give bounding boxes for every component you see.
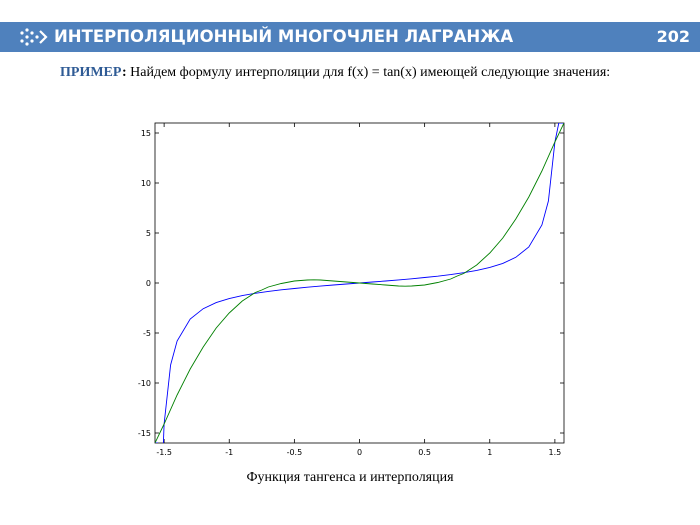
y-tick-label: 0 xyxy=(146,279,151,288)
y-tick-label: 10 xyxy=(141,179,151,188)
x-tick-label: -0.5 xyxy=(287,448,303,457)
x-tick-label: -1.5 xyxy=(156,448,172,457)
y-tick-label: -10 xyxy=(138,379,151,388)
chevron-dots-icon xyxy=(20,28,48,46)
y-tick-label: -5 xyxy=(143,329,151,338)
example-label: ПРИМЕР xyxy=(60,65,122,80)
x-tick-label: 0.5 xyxy=(418,448,431,457)
x-tick-label: 1 xyxy=(487,448,492,457)
x-tick-label: 0 xyxy=(357,448,362,457)
y-tick-label: -15 xyxy=(138,429,151,438)
series-line-2 xyxy=(155,123,564,443)
y-tick-label: 5 xyxy=(146,229,151,238)
example-paragraph: ПРИМЕР: Найдем формулу интерполяции для … xyxy=(60,63,648,82)
figure-caption: Функция тангенса и интерполяция xyxy=(246,470,454,485)
x-tick-label: -1 xyxy=(225,448,233,457)
title-bar: ИНТЕРПОЛЯЦИОННЫЙ МНОГОЧЛЕН ЛАГРАНЖА 202 xyxy=(0,22,700,52)
example-colon: : xyxy=(121,65,127,80)
slide-title: ИНТЕРПОЛЯЦИОННЫЙ МНОГОЧЛЕН ЛАГРАНЖА xyxy=(54,27,514,46)
page-number: 202 xyxy=(656,27,690,46)
example-text: Найдем формулу интерполяции для f(x) = t… xyxy=(126,65,611,80)
x-tick-label: 1.5 xyxy=(549,448,562,457)
y-tick-label: 15 xyxy=(141,129,151,138)
